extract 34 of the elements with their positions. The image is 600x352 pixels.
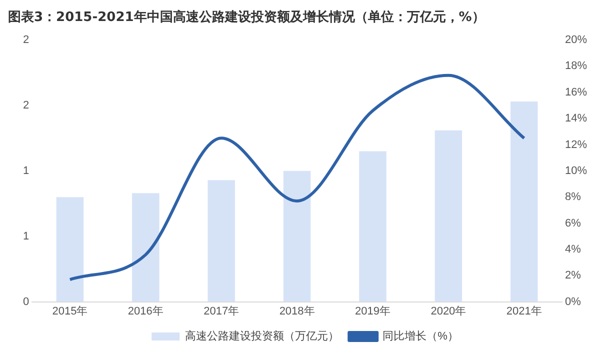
bar xyxy=(56,197,84,302)
y2-tick-label: 18% xyxy=(564,60,588,72)
y2-tick-label: 0% xyxy=(564,296,582,308)
legend-label: 高速公路建设投资额（万亿元） xyxy=(185,330,340,343)
bar xyxy=(283,170,311,302)
y2-tick-label: 20% xyxy=(564,34,588,46)
bar xyxy=(510,102,538,302)
y2-tick-label: 12% xyxy=(564,138,588,151)
x-tick-label: 2015年 xyxy=(52,305,88,318)
y-tick-label: 1 xyxy=(22,164,30,177)
bar xyxy=(434,130,462,302)
y-tick-label: 2 xyxy=(22,34,30,46)
x-tick-label: 2016年 xyxy=(128,305,164,318)
x-tick-label: 2018年 xyxy=(279,305,315,318)
x-tick-label: 2017年 xyxy=(204,305,240,318)
y2-tick-label: 2% xyxy=(564,270,582,282)
y2-tick-label: 4% xyxy=(564,243,582,256)
y-tick-label: 1 xyxy=(22,230,30,242)
y-tick-label: 0 xyxy=(22,296,30,308)
legend-label: 同比增长（%） xyxy=(382,330,458,343)
y2-tick-label: 16% xyxy=(564,86,588,98)
y2-tick-label: 6% xyxy=(564,217,582,230)
bar xyxy=(359,151,386,302)
x-tick-label: 2021年 xyxy=(506,305,542,318)
y-tick-label: 2 xyxy=(22,99,30,112)
line-series xyxy=(68,74,526,282)
bar xyxy=(208,180,235,302)
x-tick-label: 2019年 xyxy=(355,305,390,318)
y2-tick-label: 14% xyxy=(564,112,588,125)
x-tick-label: 2020年 xyxy=(430,305,466,318)
bar xyxy=(132,193,160,302)
y2-tick-label: 10% xyxy=(564,164,588,177)
y2-tick-label: 8% xyxy=(564,191,582,204)
chart-title: 图表3：2015-2021年中国高速公路建设投资额及增长情况（单位：万亿元，%） xyxy=(7,8,486,27)
